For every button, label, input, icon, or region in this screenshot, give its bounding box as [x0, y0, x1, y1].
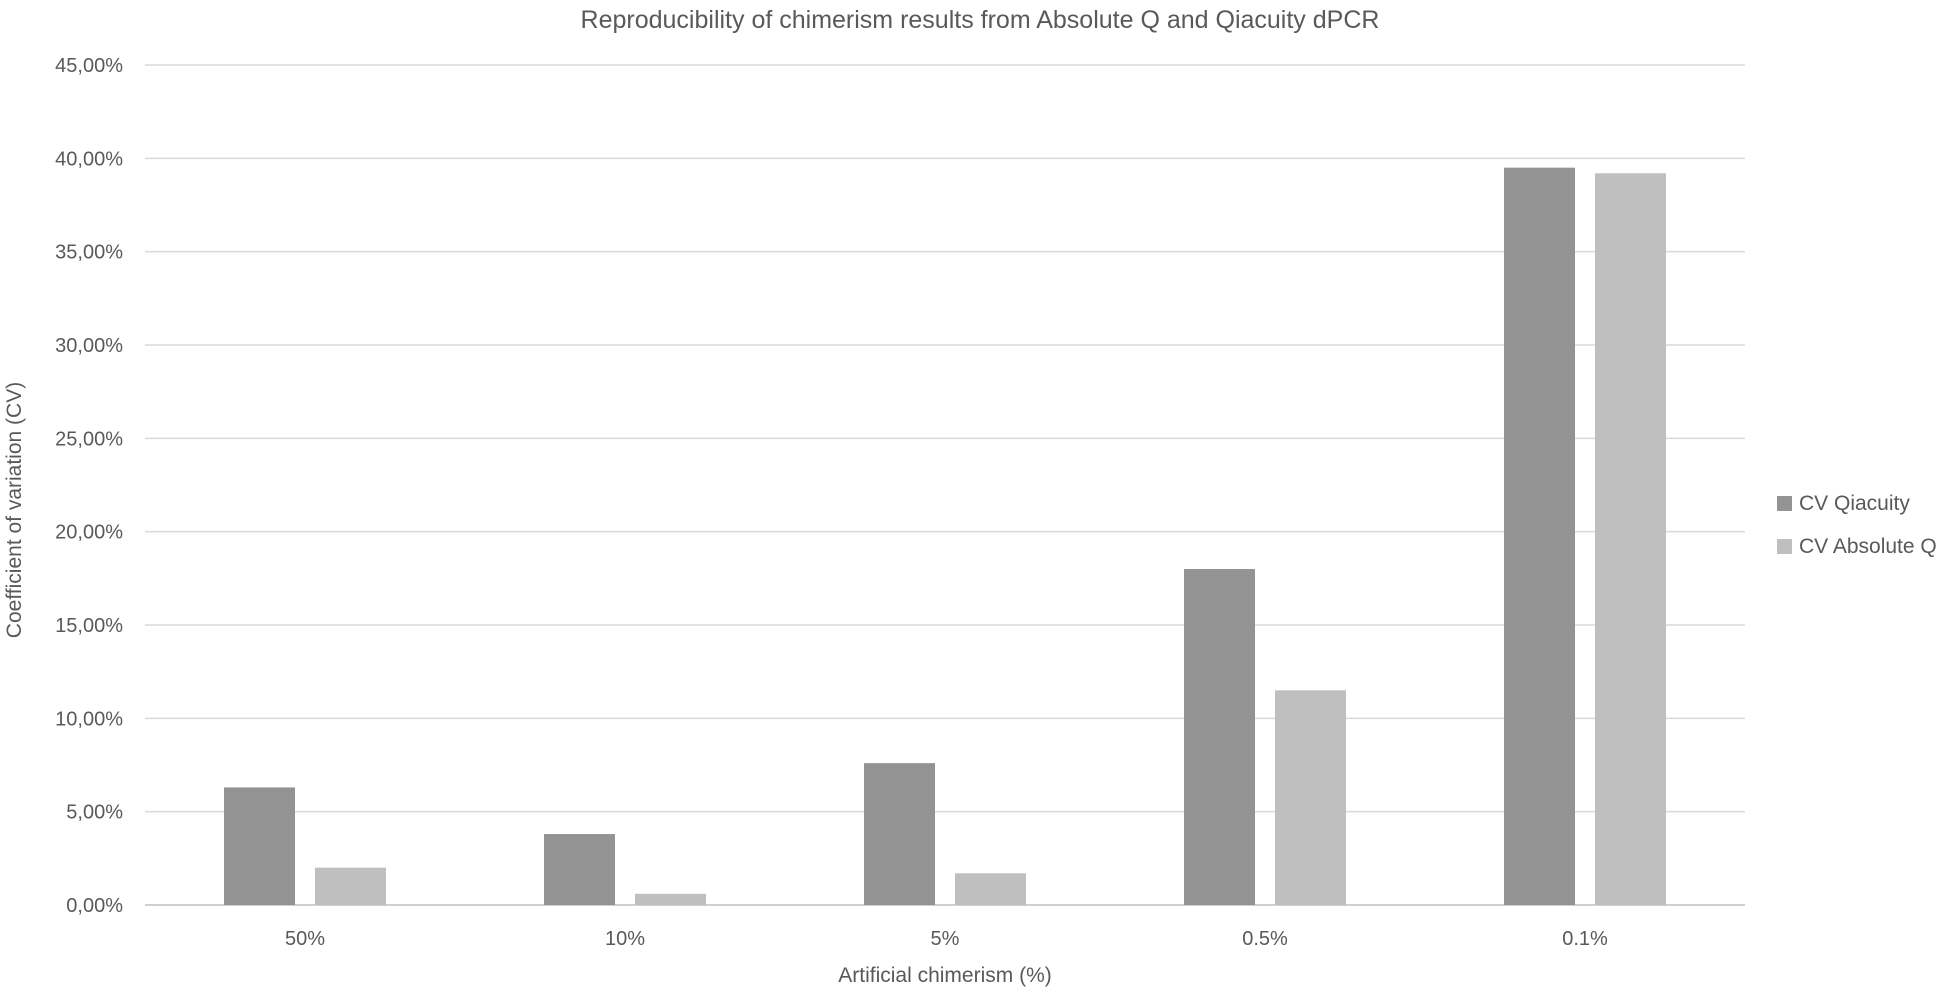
bar — [864, 763, 935, 905]
bar — [635, 893, 706, 905]
y-tick-label: 45,00% — [55, 55, 123, 77]
legend-label: CV Absolute Q — [1799, 535, 1937, 558]
y-tick-label: 20,00% — [55, 522, 123, 544]
legend-swatch — [1777, 496, 1792, 511]
y-axis-title: Coefficient of variation (CV) — [3, 382, 26, 638]
x-tick-label: 10% — [605, 928, 645, 950]
legend: CV Qiacuity CV Absolute Q — [1777, 492, 1937, 558]
x-tick-label: 0.1% — [1562, 928, 1608, 950]
y-tick-label: 15,00% — [55, 615, 123, 637]
bar — [1595, 173, 1666, 905]
bar — [544, 834, 615, 905]
bar — [224, 787, 295, 905]
bar — [955, 873, 1026, 905]
y-tick-label: 40,00% — [55, 148, 123, 170]
legend-swatch — [1777, 539, 1792, 554]
y-tick-label: 30,00% — [55, 335, 123, 357]
y-tick-label: 5,00% — [66, 802, 123, 824]
gridlines — [145, 64, 1745, 906]
y-tick-label: 10,00% — [55, 708, 123, 730]
bar — [1504, 167, 1575, 905]
x-tick-label: 5% — [931, 928, 960, 950]
bar — [1275, 690, 1346, 905]
chart-title: Reproducibility of chimerism results fro… — [581, 6, 1380, 34]
y-tick-label: 35,00% — [55, 242, 123, 264]
y-tick-label: 25,00% — [55, 428, 123, 450]
bar — [1184, 569, 1255, 905]
y-tick-labels: 0,00% 5,00% 10,00% 15,00% 20,00% 25,00% 30,00%… — [55, 55, 123, 917]
legend-label: CV Qiacuity — [1799, 492, 1910, 515]
bars — [224, 167, 1666, 905]
x-tick-label: 50% — [285, 928, 325, 950]
x-tick-label: 0.5% — [1242, 928, 1288, 950]
x-tick-labels: 50% 10% 5% 0.5% 0.1% — [285, 928, 1608, 950]
bar — [315, 867, 386, 905]
x-axis-title: Artificial chimerism (%) — [838, 964, 1052, 987]
y-tick-label: 0,00% — [66, 895, 123, 917]
